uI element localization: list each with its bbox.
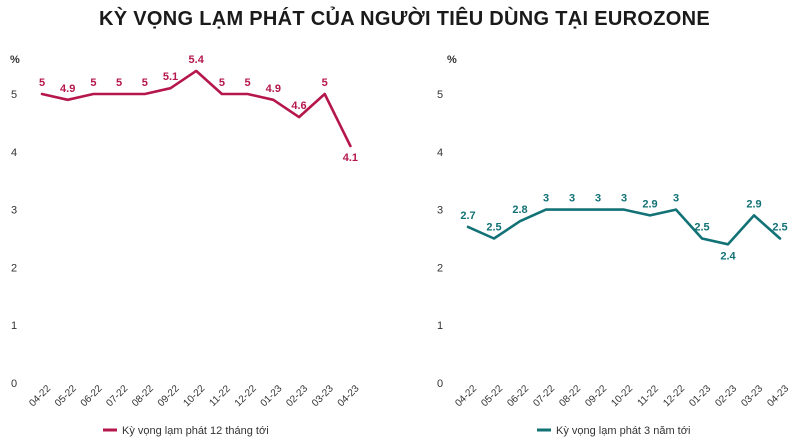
x-tick-label: 09-22: [156, 383, 182, 409]
data-label: 4.1: [343, 152, 358, 164]
data-label: 2.7: [460, 210, 475, 222]
x-tick-label: 12-22: [233, 383, 259, 409]
x-tick-label: 11-22: [207, 383, 233, 409]
y-tick-label: 2: [11, 262, 17, 274]
y-tick-label: 3: [11, 205, 17, 217]
y-tick-label: 4: [11, 147, 17, 159]
data-label: 5: [219, 77, 225, 89]
y-tick-label: 4: [437, 147, 443, 159]
y-tick-label: 2: [437, 262, 443, 274]
data-label: 5: [39, 77, 45, 89]
data-label: 5.1: [163, 71, 178, 83]
x-tick-label: 04-23: [336, 383, 362, 409]
legend-label-2: Kỳ vọng lạm phát 3 năm tới: [556, 425, 690, 437]
y-tick-label: 1: [437, 320, 443, 332]
x-tick-label: 03-23: [739, 383, 765, 409]
y-tick-label: 0: [11, 378, 17, 390]
x-tick-label: 10-22: [609, 383, 635, 409]
x-tick-label: 02-23: [713, 383, 739, 409]
y-unit-label-2: %: [447, 54, 457, 66]
y-tick-label: 3: [437, 205, 443, 217]
y-unit-label-1: %: [10, 54, 20, 66]
x-tick-label: 10-22: [181, 383, 207, 409]
x-tick-label: 08-22: [557, 383, 583, 409]
data-label: 2.8: [512, 204, 527, 216]
data-label: 4.6: [291, 100, 306, 112]
x-tick-label: 04-22: [453, 383, 479, 409]
x-tick-label: 11-22: [636, 383, 662, 409]
x-tick-label: 03-23: [310, 383, 336, 409]
data-label: 2.5: [486, 222, 501, 234]
x-tick-label: 05-22: [479, 383, 505, 409]
chart-title: KỲ VỌNG LẠM PHÁT CỦA NGƯỜI TIÊU DÙNG TẠI…: [99, 8, 710, 30]
x-tick-label: 07-22: [104, 383, 130, 409]
series-line-1: [40, 69, 352, 148]
data-label: 3: [595, 193, 601, 205]
data-label: 2.9: [642, 198, 657, 210]
data-label: 2.5: [772, 222, 787, 234]
y-tick-label: 0: [437, 378, 443, 390]
data-label: 3: [569, 193, 575, 205]
data-label: 5: [90, 77, 96, 89]
y-tick-label: 5: [437, 89, 443, 101]
data-label: 3: [543, 193, 549, 205]
x-tick-label: 04-22: [27, 383, 53, 409]
x-tick-label: 07-22: [531, 383, 557, 409]
x-tick-label: 04-23: [765, 383, 791, 409]
data-label: 3: [621, 193, 627, 205]
y-tick-label: 5: [11, 89, 17, 101]
data-label: 2.5: [694, 222, 709, 234]
x-tick-label: 06-22: [505, 383, 531, 409]
legend-label-1: Kỳ vọng lạm phát 12 tháng tới: [122, 425, 269, 437]
data-label: 5: [245, 77, 251, 89]
data-label: 5: [142, 77, 148, 89]
data-label: 5: [116, 77, 122, 89]
x-tick-label: 06-22: [79, 383, 105, 409]
data-label: 5.4: [189, 54, 205, 66]
data-label: 4.9: [60, 83, 75, 95]
data-label: 4.9: [266, 83, 281, 95]
x-tick-label: 08-22: [130, 383, 156, 409]
series-line-2: [466, 208, 782, 246]
data-label: 2.4: [720, 250, 736, 262]
x-tick-label: 02-23: [284, 383, 310, 409]
y-tick-label: 1: [11, 320, 17, 332]
x-tick-label: 01-23: [259, 383, 285, 409]
x-tick-label: 01-23: [687, 383, 713, 409]
data-label: 5: [322, 77, 328, 89]
data-label: 2.9: [746, 198, 761, 210]
x-tick-label: 09-22: [583, 383, 609, 409]
x-tick-label: 12-22: [661, 383, 687, 409]
x-tick-label: 05-22: [53, 383, 79, 409]
data-label: 3: [673, 193, 679, 205]
